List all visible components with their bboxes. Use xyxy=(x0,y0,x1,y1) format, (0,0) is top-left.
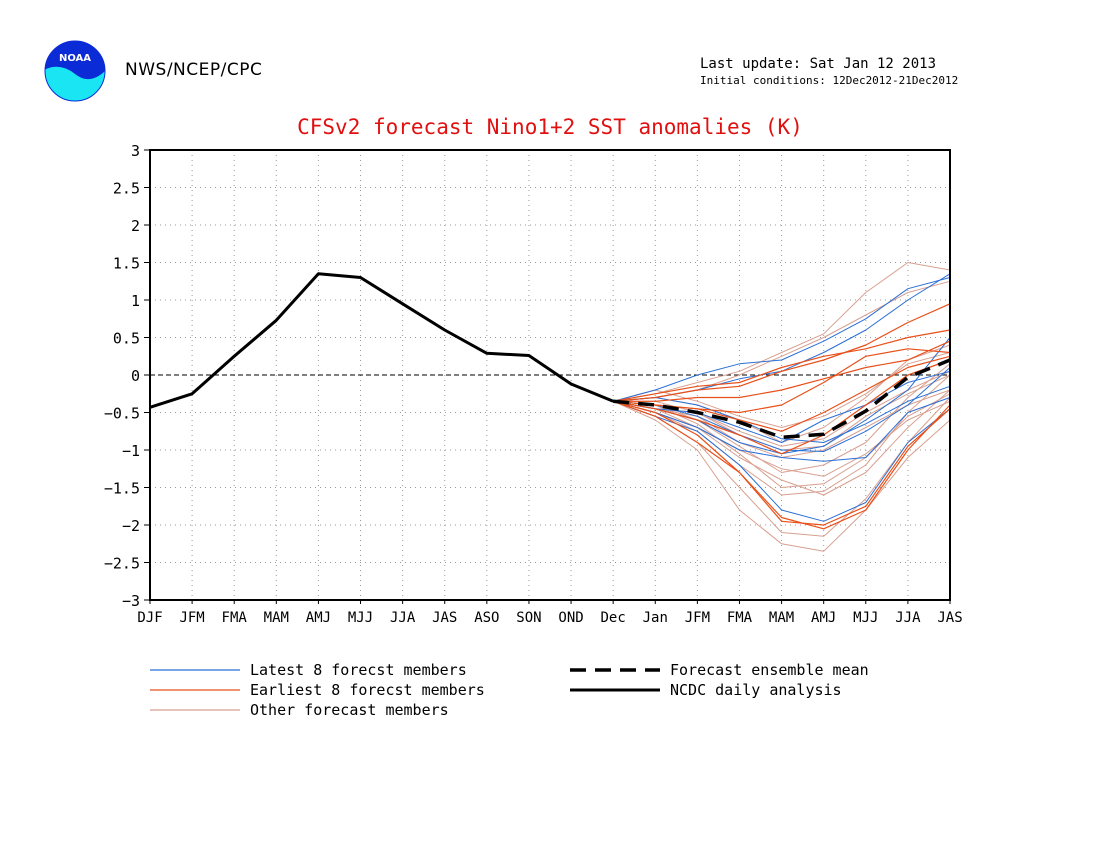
legend-label-earliest: Earliest 8 forecst members xyxy=(250,681,485,699)
series-latest-line-1 xyxy=(613,277,951,402)
series-earliest-line-1 xyxy=(613,303,951,402)
y-tick-label: −2 xyxy=(122,517,140,535)
y-tick-label: 0.5 xyxy=(113,330,140,348)
y-tick-label: 3 xyxy=(131,142,140,160)
y-tick-label: 2.5 xyxy=(113,180,140,198)
y-tick-label: 1 xyxy=(131,292,140,310)
y-tick-label: −1 xyxy=(122,442,140,460)
noaa-logo-text: NOAA xyxy=(59,53,91,64)
initial-conditions-label: Initial conditions: 12Dec2012-21Dec2012 xyxy=(700,74,959,87)
x-tick-label: JAS xyxy=(937,610,962,626)
x-tick-label: AMJ xyxy=(306,610,331,626)
noaa-logo: NOAA xyxy=(44,40,106,102)
legend-label-analysis: NCDC daily analysis xyxy=(670,681,842,699)
series-mean-line-1 xyxy=(613,358,951,440)
series-other-line-10 xyxy=(613,370,951,447)
legend-label-mean: Forecast ensemble mean xyxy=(670,661,869,679)
legend-label-latest: Latest 8 forecst members xyxy=(250,661,467,679)
last-update-label: Last update: Sat Jan 12 2013 xyxy=(700,56,937,72)
x-tick-label: JJA xyxy=(390,610,416,626)
series-latest-line-8 xyxy=(613,370,951,443)
y-tick-label: 2 xyxy=(131,217,140,235)
series-layer xyxy=(149,262,951,552)
x-tick-label: MJJ xyxy=(853,610,878,626)
series-other-line-3 xyxy=(612,400,951,552)
x-tick-label: JAS xyxy=(432,610,457,626)
series-earliest-line-7 xyxy=(612,400,951,526)
frame-layer xyxy=(144,149,951,604)
series-other-line-5 xyxy=(613,389,951,496)
x-tick-label: JFM xyxy=(685,610,710,626)
series-other-line-13 xyxy=(613,393,951,488)
y-tick-labels: −3 −2.5 −2 −1.5 −1 −0.5 0 0.5 1 1.5 2 2.5 3 xyxy=(104,142,140,610)
y-tick-label: 0 xyxy=(131,367,140,385)
series-other-line-1 xyxy=(613,262,951,402)
x-tick-label: OND xyxy=(558,610,583,626)
x-tick-label: DJF xyxy=(137,610,162,626)
series-earliest-line-6 xyxy=(613,400,951,530)
x-tick-labels: DJF JFM FMA MAM AMJ MJJ JJA JAS ASO SON OND Dec Jan J… xyxy=(137,610,962,626)
x-tick-label: MAM xyxy=(264,610,289,626)
x-tick-label: SON xyxy=(516,610,541,626)
x-tick-label: FMA xyxy=(222,610,248,626)
agency-label: NWS/NCEP/CPC xyxy=(125,60,263,80)
series-latest-line-5 xyxy=(613,397,951,462)
x-tick-label: MJJ xyxy=(348,610,373,626)
y-tick-label: −3 xyxy=(122,592,140,610)
y-tick-label: −1.5 xyxy=(104,480,140,498)
series-other-line-12 xyxy=(613,352,951,428)
series-latest-line-6 xyxy=(613,400,951,522)
y-tick-label: −2.5 xyxy=(104,555,140,573)
x-tick-label: ASO xyxy=(474,610,499,626)
x-tick-label: MAM xyxy=(769,610,794,626)
legend: Latest 8 forecst members Earliest 8 forec… xyxy=(150,661,869,719)
x-tick-label: FMA xyxy=(727,610,753,626)
x-tick-label: AMJ xyxy=(811,610,836,626)
series-earliest-line-4 xyxy=(613,340,951,402)
series-analysis-line-1 xyxy=(149,272,614,409)
y-tick-label: −0.5 xyxy=(104,405,140,423)
x-tick-label: Jan xyxy=(643,610,668,626)
y-tick-label: 1.5 xyxy=(113,255,140,273)
x-tick-label: JJA xyxy=(895,610,921,626)
series-earliest-line-5 xyxy=(613,359,951,455)
x-tick-label: Dec xyxy=(601,610,626,626)
legend-label-other: Other forecast members xyxy=(250,701,449,719)
x-tick-label: JFM xyxy=(179,610,204,626)
series-earliest-line-2 xyxy=(613,329,951,402)
chart-title: CFSv2 forecast Nino1+2 SST anomalies (K) xyxy=(297,115,803,139)
